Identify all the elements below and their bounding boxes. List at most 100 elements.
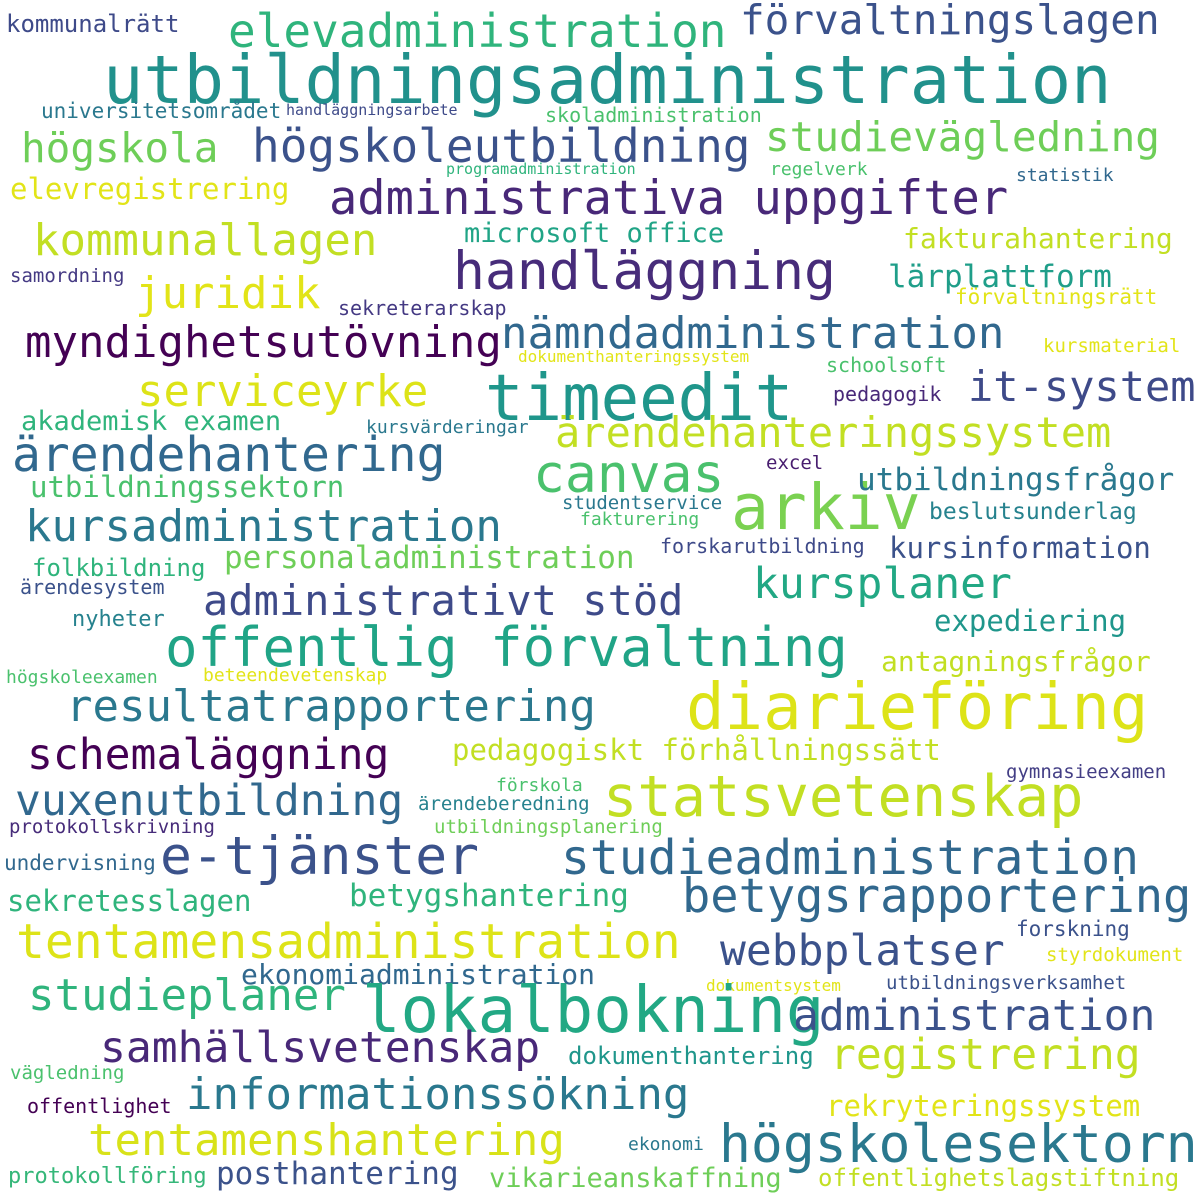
word: kursinformation — [889, 531, 1151, 565]
word: tentamenshantering — [88, 1115, 565, 1166]
word: statsvetenskap — [603, 764, 1084, 830]
word: protokollskrivning — [9, 816, 215, 838]
word: högskola — [21, 124, 219, 172]
word: kursadministration — [25, 501, 502, 552]
word: utbildningsplanering — [434, 816, 663, 838]
word: kursmaterial — [1043, 335, 1181, 357]
word: expediering — [934, 604, 1127, 638]
word: pedagogik — [833, 382, 942, 406]
word: schoolsoft — [826, 353, 947, 377]
word: skoladministration — [545, 103, 762, 127]
word: betygshantering — [349, 878, 629, 914]
word: resultatrapportering — [66, 681, 596, 732]
word: högskoleutbildning — [252, 119, 751, 173]
word: nyheter — [72, 607, 165, 632]
word: studieplaner — [28, 970, 346, 1021]
word: kommunalrätt — [6, 10, 180, 38]
word: e-tjänster — [160, 826, 480, 887]
word: nämndadministration — [501, 308, 1005, 359]
word: sekreterarskap — [338, 296, 507, 320]
word: webbplatser — [720, 926, 1005, 976]
word: excel — [766, 452, 824, 474]
word: antagningsfrågor — [881, 645, 1151, 678]
word: dokumenthantering — [568, 1042, 814, 1070]
word: förskola — [496, 775, 583, 796]
word: offentlighet — [27, 1094, 172, 1118]
word: vuxenutbildning — [15, 776, 404, 826]
word: timeedit — [485, 362, 794, 436]
word: ekonomi — [628, 1134, 704, 1155]
word: ekonomiadministration — [241, 958, 596, 991]
word: forskarutbildning — [660, 534, 865, 558]
word: pedagogiskt förhållningssätt — [452, 733, 941, 767]
word: ärendehantering — [12, 427, 446, 483]
word: ärendehanteringssystem — [555, 408, 1112, 457]
word: förvaltningslagen — [740, 0, 1160, 44]
word: högskoleexamen — [6, 667, 158, 688]
word: diarieföring — [686, 671, 1149, 745]
word: juridik — [135, 268, 321, 319]
word: rekryteringssystem — [826, 1089, 1141, 1123]
word: serviceyrke — [137, 366, 429, 417]
word: undervisning — [4, 851, 156, 875]
word: dokumentsystem — [706, 976, 841, 995]
word: informationssökning — [186, 1069, 690, 1120]
word: myndighetsutövning — [25, 317, 502, 368]
word: vägledning — [10, 1062, 125, 1084]
word: it-system — [968, 362, 1196, 411]
word: programadministration — [446, 160, 636, 178]
word: universitetsområdet — [41, 99, 282, 123]
word: registrering — [830, 1030, 1141, 1080]
word: lokalbokning — [362, 974, 825, 1048]
word: protokollföring — [8, 1164, 207, 1189]
word: regelverk — [770, 159, 868, 180]
word: arkiv — [731, 471, 921, 544]
word: vikarieanskaffning — [489, 1163, 782, 1194]
word: forskning — [1016, 917, 1130, 941]
word: tentamensadministration — [16, 914, 681, 970]
word: akademisk examen — [21, 406, 282, 437]
word: administrativt stöd — [203, 576, 684, 625]
word: lärplattform — [888, 259, 1112, 295]
word: elevadministration — [228, 4, 727, 58]
word: beteendevetenskap — [203, 665, 388, 686]
word: offentlig förvaltning — [165, 616, 848, 679]
word: kommunallagen — [33, 215, 378, 266]
word: elevregistrering — [10, 172, 290, 206]
word: ärendeberedning — [418, 793, 590, 815]
word: samordning — [10, 265, 125, 287]
word: posthantering — [216, 1156, 459, 1192]
word: kursvärderingar — [366, 417, 529, 438]
word: förvaltningsrätt — [955, 285, 1158, 309]
word: administration — [793, 991, 1156, 1041]
word: kursplaner — [753, 559, 1012, 609]
word: canvas — [533, 444, 725, 505]
word: samhällsvetenskap — [100, 1023, 541, 1073]
word: studentservice — [562, 492, 723, 514]
word: schemaläggning — [27, 730, 390, 780]
word: styrdokument — [1046, 944, 1184, 966]
word: microsoft office — [464, 218, 725, 249]
word: handläggning — [453, 241, 836, 302]
word: personaladministration — [224, 540, 635, 576]
word: utbildningsfrågor — [857, 462, 1175, 498]
word: fakturahantering — [903, 222, 1173, 255]
word: offentlighetslagstiftning — [818, 1164, 1180, 1192]
word: administrativa uppgifter — [329, 171, 1009, 226]
word: dokumenthanteringssystem — [518, 347, 750, 366]
word: utbildningssektorn — [30, 470, 345, 504]
word: fakturering — [580, 509, 700, 530]
word: utbildningsverksamhet — [886, 972, 1127, 994]
word: handläggningsarbete — [286, 101, 458, 119]
word: beslutsunderlag — [929, 499, 1137, 525]
word: studievägledning — [765, 113, 1160, 161]
word: betygsrapportering — [682, 869, 1192, 924]
word: utbildningsadministration — [103, 41, 1112, 119]
word: studieadministration — [561, 830, 1139, 886]
word: ärendesystem — [20, 575, 165, 599]
word: högskolesektorn — [719, 1114, 1198, 1175]
word: sekretesslagen — [7, 884, 252, 918]
word: statistik — [1016, 165, 1114, 186]
word: gymnasieexamen — [1006, 761, 1167, 783]
